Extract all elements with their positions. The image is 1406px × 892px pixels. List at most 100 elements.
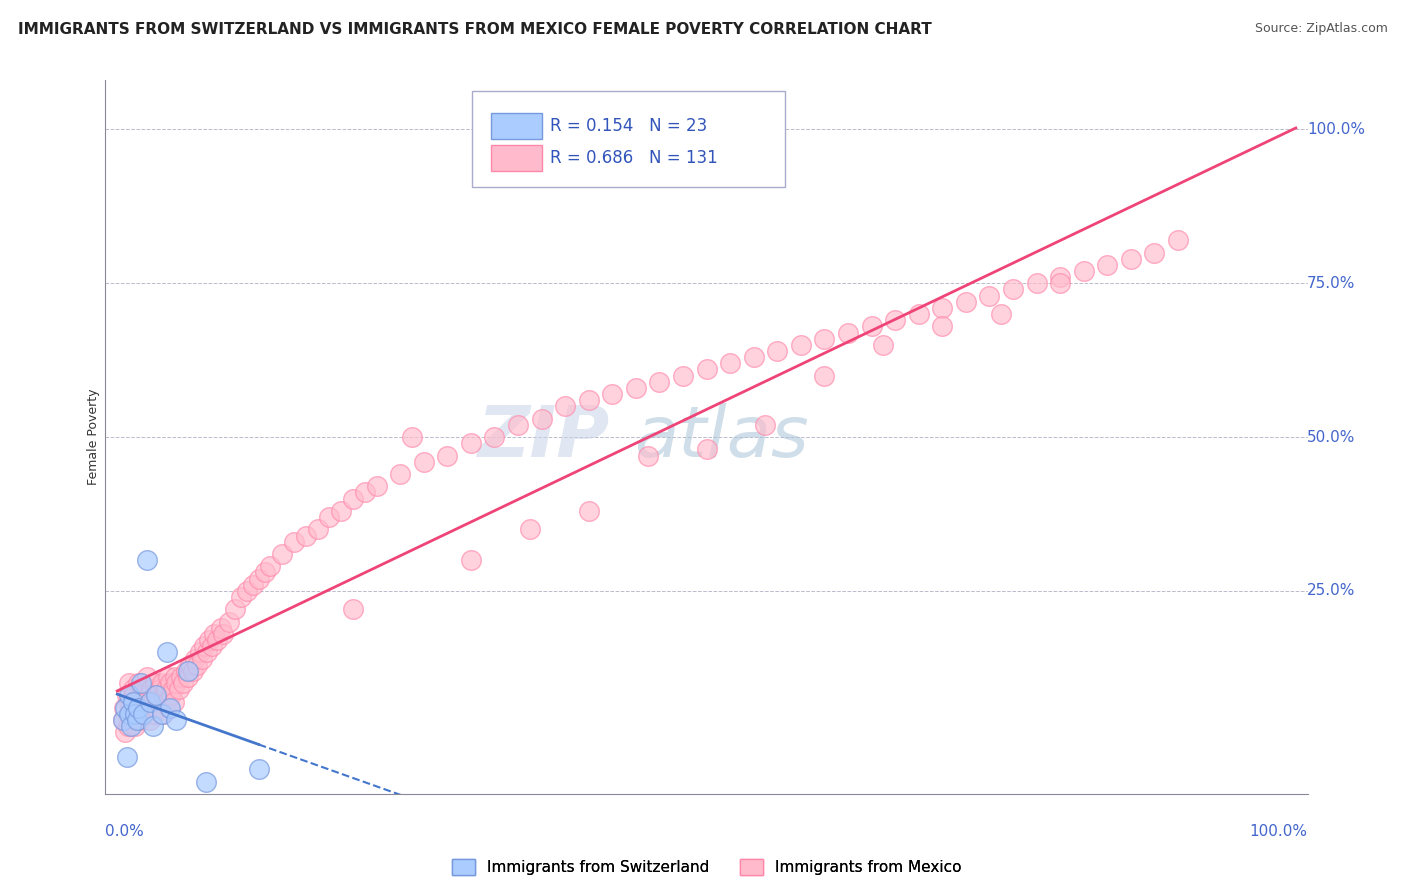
Point	[672, 368, 695, 383]
Point	[436, 449, 458, 463]
Point	[143, 676, 166, 690]
Point	[117, 719, 139, 733]
Point	[163, 670, 186, 684]
Point	[120, 713, 142, 727]
Point	[153, 689, 176, 703]
Point	[159, 676, 181, 690]
Point	[135, 553, 157, 567]
Point	[194, 774, 217, 789]
Point	[191, 651, 214, 665]
Point	[342, 602, 364, 616]
Point	[624, 381, 647, 395]
Point	[1049, 270, 1071, 285]
Y-axis label: Female Poverty: Female Poverty	[87, 389, 100, 485]
Point	[132, 682, 155, 697]
Point	[648, 375, 671, 389]
Point	[318, 510, 340, 524]
Point	[114, 700, 136, 714]
Point	[170, 670, 193, 684]
Point	[412, 455, 434, 469]
Point	[127, 706, 149, 721]
Point	[124, 719, 146, 733]
FancyBboxPatch shape	[472, 91, 785, 187]
Point	[136, 700, 159, 714]
Point	[554, 400, 576, 414]
Point	[1073, 264, 1095, 278]
Point	[121, 682, 143, 697]
Point	[218, 615, 240, 629]
Point	[247, 762, 270, 776]
Point	[177, 670, 200, 684]
Point	[696, 442, 718, 457]
Text: 100.0%: 100.0%	[1250, 824, 1308, 838]
Point	[120, 706, 142, 721]
Point	[271, 547, 294, 561]
Point	[1097, 258, 1119, 272]
Point	[121, 695, 143, 709]
Text: 50.0%: 50.0%	[1308, 430, 1355, 444]
Point	[163, 695, 186, 709]
Point	[212, 627, 235, 641]
Point	[955, 294, 977, 309]
Point	[142, 719, 165, 733]
Point	[484, 430, 506, 444]
Point	[149, 682, 172, 697]
Text: ZIP: ZIP	[478, 402, 610, 472]
Point	[135, 670, 157, 684]
Point	[1143, 245, 1166, 260]
Point	[155, 682, 177, 697]
Point	[128, 713, 150, 727]
Point	[813, 332, 835, 346]
Point	[139, 695, 162, 709]
Point	[295, 528, 318, 542]
Point	[200, 639, 222, 653]
Point	[283, 534, 305, 549]
Text: 75.0%: 75.0%	[1308, 276, 1355, 291]
Text: 0.0%: 0.0%	[105, 824, 145, 838]
Point	[156, 645, 179, 659]
Point	[118, 695, 141, 709]
Point	[198, 633, 221, 648]
Text: IMMIGRANTS FROM SWITZERLAND VS IMMIGRANTS FROM MEXICO FEMALE POVERTY CORRELATION: IMMIGRANTS FROM SWITZERLAND VS IMMIGRANT…	[18, 22, 932, 37]
Point	[766, 343, 789, 358]
Point	[146, 689, 169, 703]
Point	[157, 700, 180, 714]
Point	[148, 695, 170, 709]
Text: Source: ZipAtlas.com: Source: ZipAtlas.com	[1254, 22, 1388, 36]
Point	[149, 700, 172, 714]
Point	[112, 713, 135, 727]
Point	[460, 553, 482, 567]
Point	[184, 651, 207, 665]
Point	[177, 664, 200, 678]
Text: atlas: atlas	[634, 402, 808, 472]
Point	[139, 713, 162, 727]
Point	[179, 657, 201, 672]
Point	[742, 350, 765, 364]
Point	[127, 676, 149, 690]
Point	[366, 479, 388, 493]
Point	[188, 645, 211, 659]
Point	[181, 664, 204, 678]
Point	[156, 670, 179, 684]
Point	[236, 583, 259, 598]
Point	[124, 706, 146, 721]
Point	[519, 522, 541, 536]
Point	[1167, 233, 1189, 247]
Point	[990, 307, 1012, 321]
Point	[129, 676, 152, 690]
Point	[813, 368, 835, 383]
Point	[718, 356, 741, 370]
Point	[125, 695, 148, 709]
Point	[114, 725, 136, 739]
Point	[637, 449, 659, 463]
Point	[115, 750, 138, 764]
Point	[172, 676, 194, 690]
Point	[578, 504, 600, 518]
Point	[138, 689, 160, 703]
Point	[931, 319, 953, 334]
Point	[790, 338, 813, 352]
Point	[860, 319, 883, 334]
Point	[165, 713, 187, 727]
Point	[259, 559, 281, 574]
Point	[242, 578, 264, 592]
